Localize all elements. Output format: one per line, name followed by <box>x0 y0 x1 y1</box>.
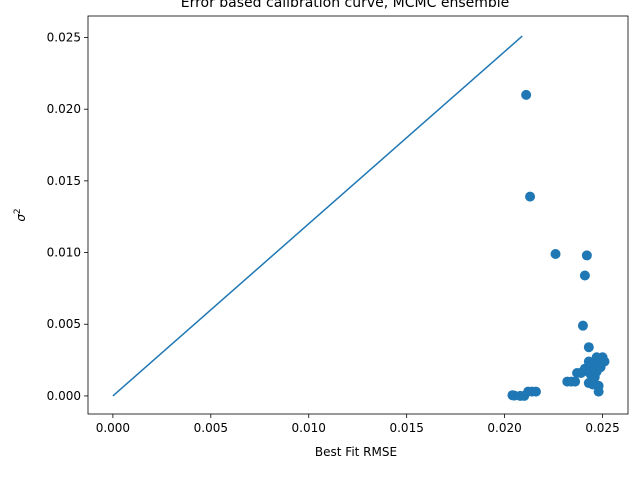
x-tick-label: 0.015 <box>389 421 423 435</box>
line-layer <box>112 35 523 397</box>
plot-frame <box>87 15 629 415</box>
y-axis-label: σ2 <box>13 208 28 221</box>
y-axis: 0.000 0.005 0.010 0.015 0.020 0.025 <box>47 31 88 403</box>
y-tick-label: 0.000 <box>47 389 81 403</box>
y-tick-label: 0.020 <box>47 102 81 116</box>
y-tick-label: 0.025 <box>47 31 81 45</box>
chart-title: Error based calibration curve, MCMC ense… <box>181 0 510 11</box>
x-tick-label: 0.010 <box>292 421 326 435</box>
data-point <box>525 191 536 202</box>
y-tick-label: 0.010 <box>47 246 81 260</box>
data-point <box>577 320 588 331</box>
data-point <box>579 270 590 281</box>
y-axis-label-sup: 2 <box>13 208 23 214</box>
data-point <box>530 386 541 397</box>
point-layer <box>507 89 610 401</box>
y-axis-label-base: σ <box>14 214 28 222</box>
x-tick-label: 0.005 <box>194 421 228 435</box>
calibration-line <box>112 35 523 397</box>
x-tick-label: 0.025 <box>585 421 619 435</box>
data-point <box>570 376 581 387</box>
x-tick-label: 0.000 <box>96 421 130 435</box>
plot-area <box>88 16 628 414</box>
data-point <box>521 89 532 100</box>
data-point <box>599 356 610 367</box>
data-point <box>583 342 594 353</box>
x-tick-label: 0.020 <box>487 421 521 435</box>
data-point <box>550 248 561 259</box>
x-axis: 0.000 0.005 0.010 0.015 0.020 0.025 <box>96 414 620 435</box>
x-axis-label: Best Fit RMSE <box>315 445 397 459</box>
data-point <box>593 386 604 397</box>
y-tick-label: 0.015 <box>47 174 81 188</box>
data-point <box>581 250 592 261</box>
y-tick-label: 0.005 <box>47 317 81 331</box>
